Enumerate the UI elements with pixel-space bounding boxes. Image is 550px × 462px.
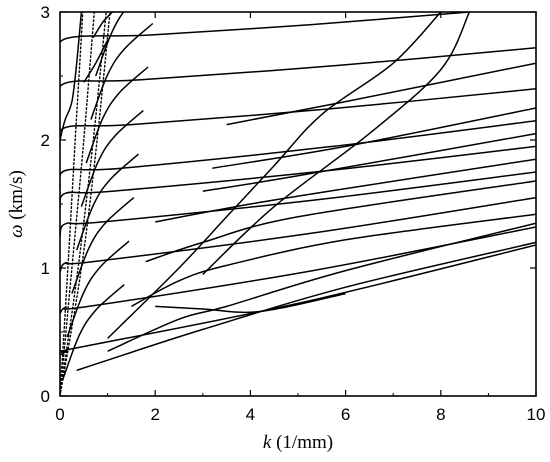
- dotted-line-3: [60, 12, 107, 396]
- mode-curve-11: [107, 12, 442, 339]
- y-tick-label: 1: [41, 259, 50, 278]
- mode-curve-8: [226, 62, 536, 126]
- upper-branch-2: [83, 39, 109, 83]
- x-tick-label: 6: [341, 405, 350, 424]
- plateau-branch-3: [60, 196, 536, 273]
- mode-curve-4: [145, 180, 536, 263]
- y-tick-label: 3: [41, 3, 50, 22]
- x-tick-label: 2: [150, 405, 159, 424]
- steep-branch-4: [75, 153, 139, 251]
- plateau-branch-1: [60, 244, 536, 356]
- curves-layer: [60, 12, 536, 396]
- x-tick-label: 4: [246, 405, 255, 424]
- plateau-branch-9: [60, 12, 470, 65]
- x-tick-label: 0: [55, 405, 64, 424]
- steep-branch-8: [94, 12, 125, 77]
- x-tick-label: 10: [527, 405, 546, 424]
- y-tick-label: 0: [41, 387, 50, 406]
- dotted-line-2: [60, 12, 95, 396]
- mode-curve-5: [155, 158, 536, 223]
- x-tick-label: 8: [436, 405, 445, 424]
- y-axis-unit: (km/s): [6, 170, 27, 220]
- mode-curve-10: [202, 12, 471, 275]
- y-axis-symbol: ω: [6, 224, 27, 237]
- dotted-line-1: [60, 12, 84, 396]
- mode-curve-1: [76, 241, 536, 372]
- plateau-branch-6: [60, 120, 536, 187]
- mode-curve-2: [107, 222, 536, 352]
- ticks-layer: [59, 11, 537, 397]
- x-axis-label: k (1/mm): [263, 432, 333, 453]
- mode-curve-9: [155, 292, 346, 314]
- plateau-branch-4: [60, 171, 536, 237]
- y-tick-label: 2: [41, 131, 50, 150]
- mode-curve-7: [212, 107, 536, 169]
- y-axis-label: ω (km/s): [6, 170, 27, 238]
- plateau-branch-5: [60, 145, 536, 208]
- tick-labels-layer: 0 2 4 6 8 10 0 1 2 3: [41, 3, 546, 424]
- mode-curve-6: [202, 132, 536, 192]
- x-axis-unit: (1/mm): [276, 432, 333, 453]
- plateau-branch-7: [60, 88, 536, 147]
- mode-curve-3: [131, 213, 536, 308]
- steep-branch-1: [61, 284, 125, 381]
- steep-branch-3: [71, 197, 135, 294]
- dotted-line-4: [60, 12, 111, 396]
- x-axis-symbol: k: [263, 432, 272, 453]
- plateau-branch-8: [60, 47, 536, 106]
- plot-frame: [59, 11, 537, 397]
- upper-branch-1: [60, 12, 83, 141]
